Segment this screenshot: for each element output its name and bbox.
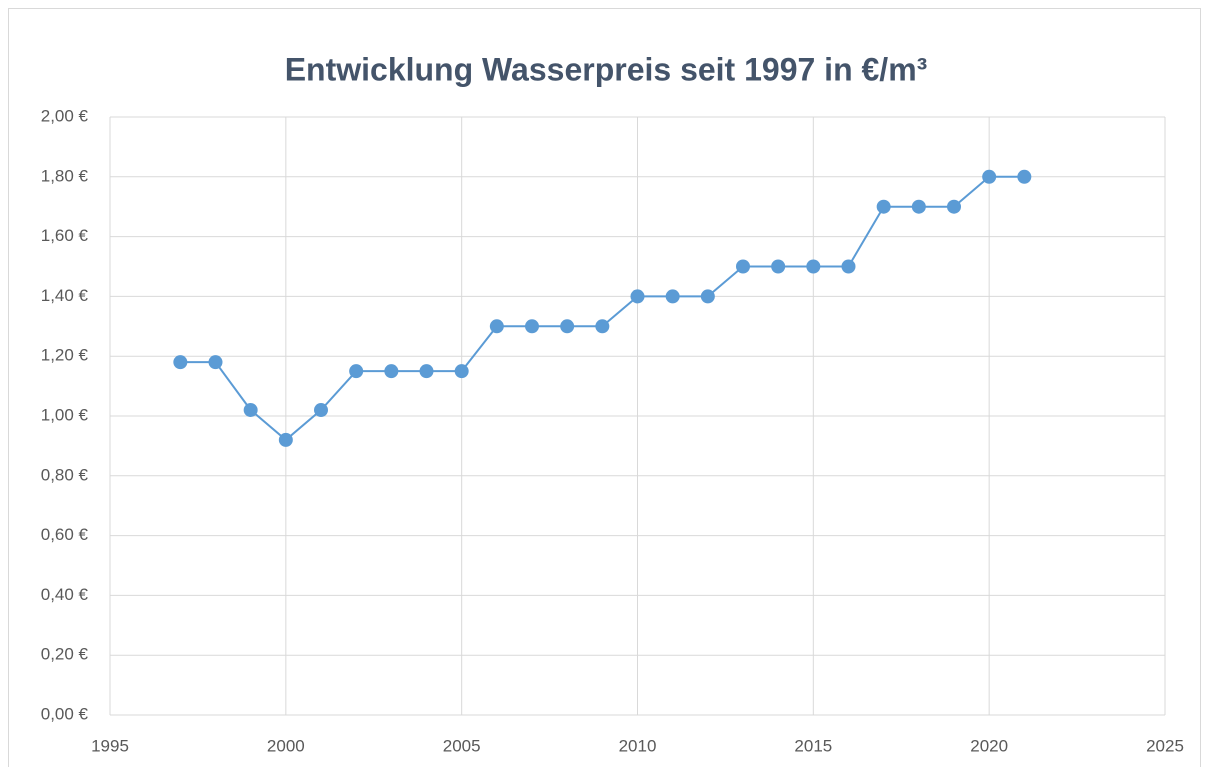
data-point bbox=[349, 364, 364, 379]
x-tick-label: 2010 bbox=[619, 736, 657, 755]
y-tick-label: 0,20 € bbox=[41, 645, 89, 664]
y-tick-label: 1,60 € bbox=[41, 226, 89, 245]
data-point bbox=[736, 259, 750, 274]
x-tick-label: 2000 bbox=[267, 736, 305, 755]
data-point bbox=[771, 259, 786, 274]
data-point bbox=[911, 199, 926, 214]
data-point bbox=[314, 403, 328, 418]
y-tick-label: 0,60 € bbox=[41, 525, 89, 544]
data-point bbox=[876, 199, 891, 214]
data-point bbox=[208, 355, 223, 370]
data-point bbox=[278, 432, 293, 447]
x-tick-label: 2005 bbox=[443, 736, 481, 755]
data-point bbox=[665, 289, 680, 304]
data-point bbox=[841, 259, 856, 274]
y-tick-label: 0,40 € bbox=[41, 585, 89, 604]
x-tick-label: 2015 bbox=[794, 736, 832, 755]
data-point bbox=[630, 289, 645, 304]
y-tick-label: 1,20 € bbox=[41, 346, 89, 365]
y-tick-label: 1,00 € bbox=[41, 405, 89, 424]
data-point bbox=[806, 259, 821, 274]
data-point bbox=[489, 319, 504, 334]
y-tick-label: 0,00 € bbox=[41, 704, 89, 723]
data-point bbox=[525, 319, 539, 334]
y-tick-label: 0,80 € bbox=[41, 465, 89, 484]
x-tick-label: 2020 bbox=[970, 736, 1008, 755]
data-point bbox=[947, 199, 961, 214]
data-point bbox=[384, 364, 399, 379]
data-point bbox=[1017, 169, 1032, 184]
x-tick-label: 2025 bbox=[1146, 736, 1184, 755]
y-tick-label: 2,00 € bbox=[41, 106, 89, 125]
data-point bbox=[560, 319, 575, 334]
y-tick-label: 1,80 € bbox=[41, 166, 89, 185]
data-point bbox=[173, 355, 188, 370]
data-point bbox=[595, 319, 610, 334]
chart-border bbox=[8, 8, 1201, 767]
chart-title: Entwicklung Wasserpreis seit 1997 in €/m… bbox=[285, 51, 928, 87]
data-point bbox=[700, 289, 715, 304]
x-tick-label: 1995 bbox=[91, 736, 129, 755]
data-point bbox=[982, 169, 997, 184]
data-point bbox=[454, 364, 469, 379]
data-point bbox=[243, 403, 258, 418]
y-tick-label: 1,40 € bbox=[41, 286, 89, 305]
data-point bbox=[419, 364, 434, 379]
